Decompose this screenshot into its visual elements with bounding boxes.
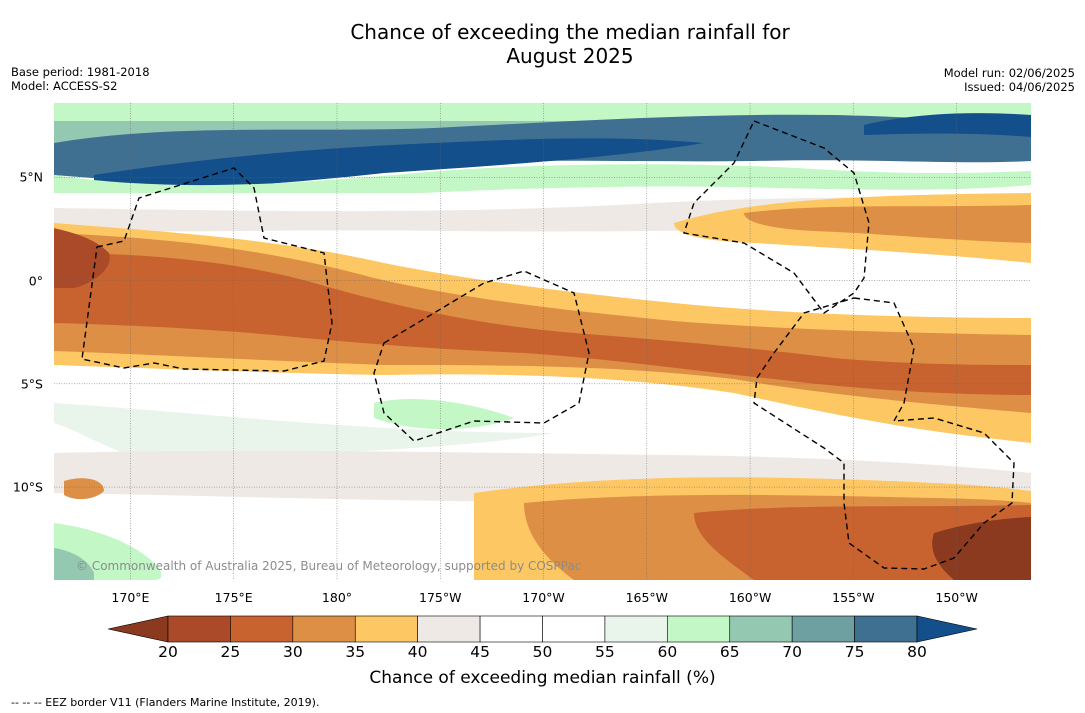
latitude-tick-label: 5°S — [20, 376, 43, 392]
longitude-tick-label: 170°E — [111, 590, 150, 605]
colorbar-cell — [542, 615, 606, 643]
copyright-notice: © Commonwealth of Australia 2025, Bureau… — [76, 559, 581, 573]
model-name: Model: ACCESS-S2 — [11, 79, 118, 93]
band-green-mid-north — [54, 164, 1031, 202]
band-darkblue-ne — [864, 113, 1031, 137]
colorbar-tick-label: 55 — [595, 643, 615, 661]
latitude-tick-label: 5°N — [19, 169, 43, 185]
colorbar-tick-label: 45 — [470, 643, 490, 661]
colorbar-tick-label: 40 — [407, 643, 428, 661]
colorbar-tick-label: 30 — [282, 643, 303, 661]
band-orange-patch-west — [64, 478, 104, 500]
model-run-date: Model run: 02/06/2025 — [943, 66, 1075, 80]
eez-phoenix — [373, 270, 590, 442]
latitude-tick-label: 10°S — [12, 479, 43, 495]
title-line-1: Chance of exceeding the median rainfall … — [350, 20, 790, 44]
colorbar-tick-label: 25 — [220, 643, 241, 661]
eez-line-south — [753, 297, 1015, 570]
longitude-tick-label: 175°W — [419, 590, 462, 605]
rainfall-map[interactable]: © Commonwealth of Australia 2025, Bureau… — [54, 103, 1031, 580]
colorbar-cell — [292, 615, 356, 643]
colorbar-extend-low — [107, 615, 169, 643]
title-line-2: August 2025 — [506, 44, 634, 68]
colorbar-tick-label: 75 — [844, 643, 865, 661]
base-period: Base period: 1981-2018 — [11, 65, 150, 79]
eez-kiribati-gilbert — [81, 167, 333, 372]
colorbar-tick-label: 65 — [719, 643, 740, 661]
band-darkblue-north — [94, 138, 704, 193]
longitude-tick-label: 150°W — [935, 590, 978, 605]
graticule — [54, 103, 1031, 580]
colorbar-cell — [791, 615, 855, 643]
colorbar-tick-label: 80 — [907, 643, 927, 661]
band-darkest-west — [54, 228, 110, 288]
colorbar-tick-label: 20 — [158, 643, 178, 661]
eez-legend: -- -- -- EEZ border V11 (Flanders Marine… — [11, 696, 320, 709]
colorbar-label: Chance of exceeding median rainfall (%) — [369, 668, 716, 688]
colorbar-cell — [604, 615, 668, 643]
colorbar-extend-high — [916, 615, 978, 643]
colorbar-cell — [230, 615, 294, 643]
longitude-tick-label: 155°W — [832, 590, 875, 605]
longitude-tick-label: 170°W — [522, 590, 565, 605]
colorbar-tick-label: 60 — [657, 643, 678, 661]
colorbar-tick-label: 35 — [345, 643, 366, 661]
colorbar-cell — [854, 615, 918, 643]
issued-date: Issued: 04/06/2025 — [964, 80, 1075, 94]
run-info: Model run: 02/06/2025 Issued: 04/06/2025 — [944, 66, 1075, 94]
colorbar-cell — [354, 615, 418, 643]
colorbar-cell — [167, 615, 231, 643]
longitude-tick-label: 165°W — [625, 590, 669, 605]
longitude-tick-label: 160°W — [728, 590, 772, 605]
eez-borders — [81, 120, 1015, 570]
map-title: Chance of exceeding the median rainfall … — [0, 20, 1085, 68]
band-teal-sw — [54, 548, 94, 580]
latitude-tick-label: 0° — [28, 273, 43, 289]
colorbar-tick-label: 50 — [532, 643, 553, 661]
longitude-tick-label: 175°E — [214, 590, 253, 605]
eez-line-islands — [683, 120, 870, 314]
rainfall-map-canvas: © Commonwealth of Australia 2025, Bureau… — [54, 103, 1031, 580]
colorbar-cell — [417, 615, 481, 643]
band-darkest-se — [932, 517, 1031, 580]
colorbar-tick-label: 70 — [782, 643, 803, 661]
base-info: Base period: 1981-2018 Model: ACCESS-S2 — [11, 65, 150, 93]
band-dark-orange-east — [744, 205, 1031, 243]
band-main-rain-dark — [54, 253, 1031, 395]
colorbar-cell — [479, 615, 543, 643]
colorbar-cell — [667, 615, 731, 643]
colorbar-cell — [729, 615, 793, 643]
band-green-south — [54, 403, 554, 463]
longitude-tick-label: 180° — [321, 590, 353, 605]
